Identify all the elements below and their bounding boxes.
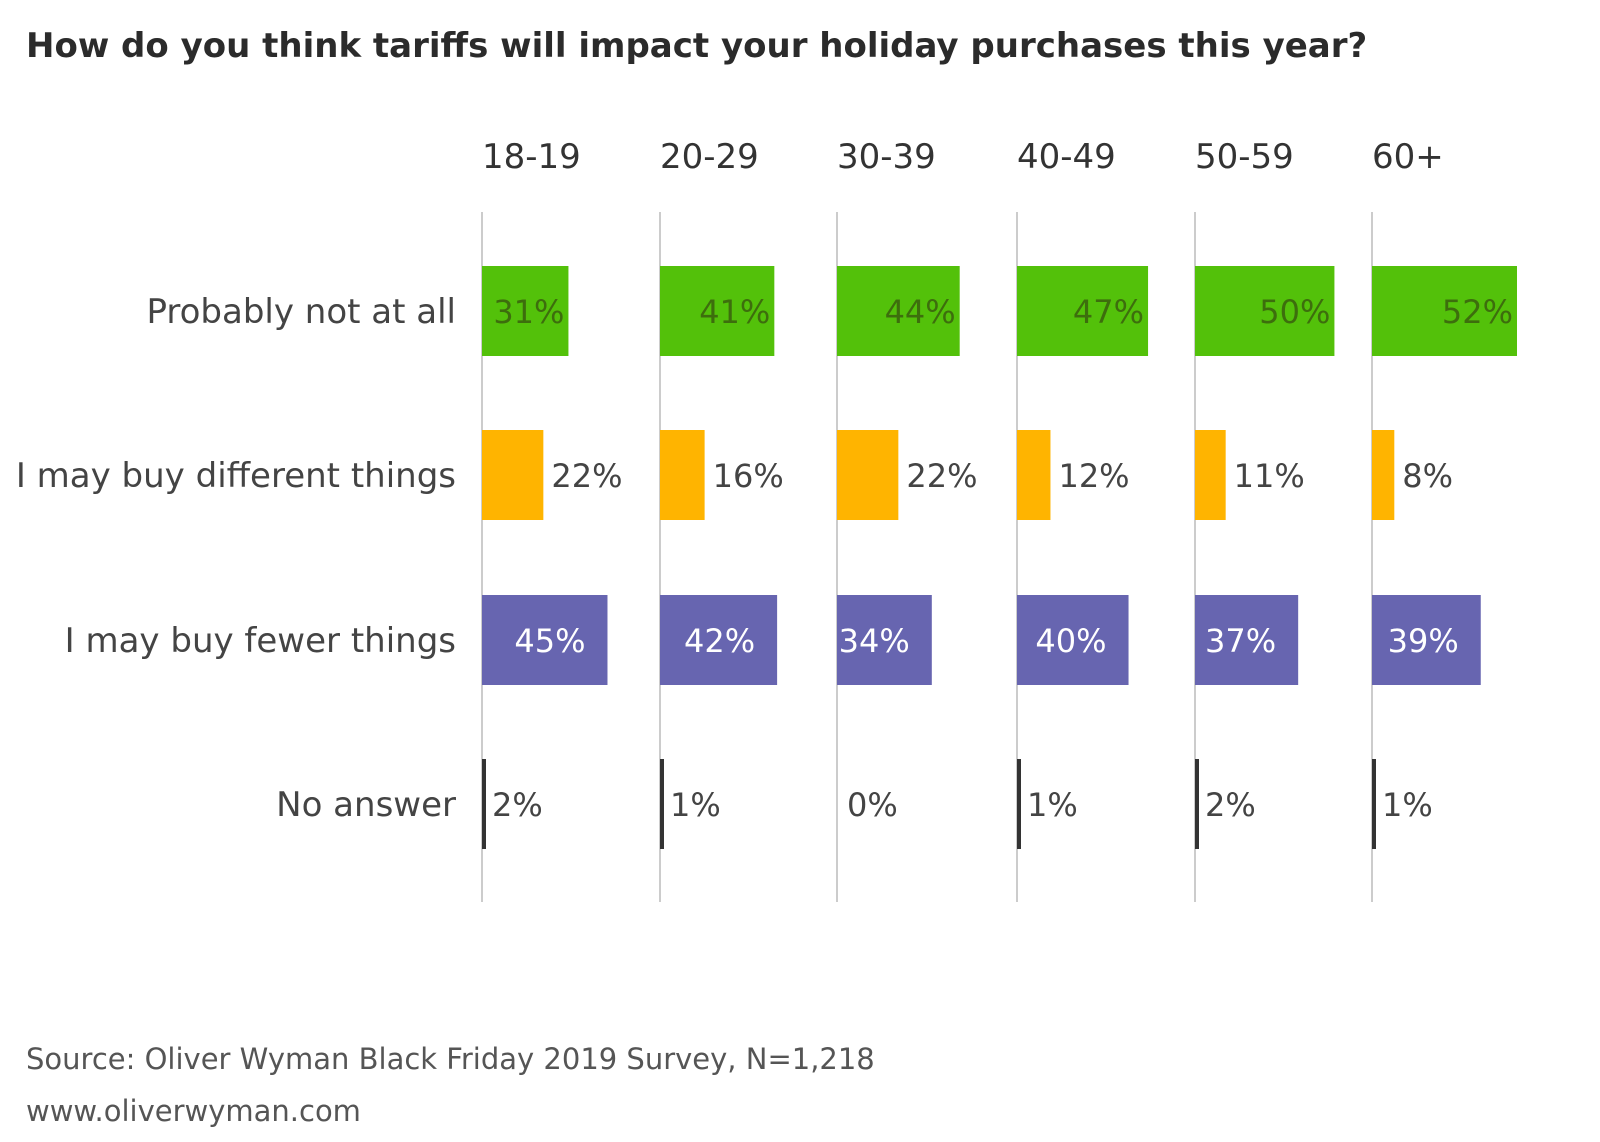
bar [660, 430, 705, 520]
source-note: Source: Oliver Wyman Black Friday 2019 S… [26, 1042, 875, 1076]
data-label: 44% [885, 293, 956, 331]
data-label: 39% [1388, 622, 1459, 660]
data-label: 22% [551, 457, 622, 495]
data-label: 47% [1073, 293, 1144, 331]
data-label: 12% [1058, 457, 1129, 495]
panel-header: 20-29 [660, 137, 759, 177]
data-label: 11% [1234, 457, 1305, 495]
bar [482, 759, 486, 849]
data-label: 1% [670, 786, 721, 824]
bar [1017, 430, 1051, 520]
bar [1372, 595, 1481, 685]
bar [1372, 430, 1395, 520]
bar [837, 595, 932, 685]
data-label: 0% [847, 786, 898, 824]
panel-header: 40-49 [1017, 137, 1116, 177]
bar [1017, 759, 1021, 849]
bar [1017, 266, 1149, 356]
bar [660, 266, 775, 356]
bar [1195, 430, 1226, 520]
data-label: 16% [713, 457, 784, 495]
data-label: 45% [514, 622, 585, 660]
bar [482, 430, 544, 520]
bar [1017, 595, 1129, 685]
bar [1372, 759, 1376, 849]
chart-plot: Probably not at all I may buy different t… [16, 137, 1517, 902]
chart-title: How do you think tariffs will impact you… [26, 26, 1368, 66]
bar [1195, 266, 1335, 356]
category-label: I may buy fewer things [65, 621, 456, 661]
data-label: 22% [906, 457, 977, 495]
bar [837, 430, 899, 520]
panel-header: 60+ [1372, 137, 1444, 177]
source-url: www.oliverwyman.com [26, 1094, 361, 1128]
data-label: 2% [1205, 786, 1256, 824]
data-label: 34% [839, 622, 910, 660]
data-label: 52% [1442, 293, 1513, 331]
panel-header: 30-39 [837, 137, 936, 177]
bar [660, 595, 778, 685]
data-label: 1% [1382, 786, 1433, 824]
category-label: No answer [276, 785, 456, 825]
bar [1372, 266, 1517, 356]
panel-header: 50-59 [1195, 137, 1294, 177]
data-label: 8% [1402, 457, 1453, 495]
data-label: 40% [1035, 622, 1106, 660]
category-label: Probably not at all [146, 292, 456, 332]
bar [482, 595, 608, 685]
data-label: 2% [492, 786, 543, 824]
panel-header: 18-19 [482, 137, 581, 177]
data-label: 37% [1205, 622, 1276, 660]
bar [837, 266, 960, 356]
bar [482, 266, 569, 356]
data-label: 41% [699, 293, 770, 331]
data-label: 1% [1027, 786, 1078, 824]
data-label: 42% [684, 622, 755, 660]
bar [660, 759, 664, 849]
bar [1195, 595, 1299, 685]
bar [1195, 759, 1199, 849]
data-label: 31% [493, 293, 564, 331]
data-label: 50% [1259, 293, 1330, 331]
category-label: I may buy different things [16, 456, 456, 496]
